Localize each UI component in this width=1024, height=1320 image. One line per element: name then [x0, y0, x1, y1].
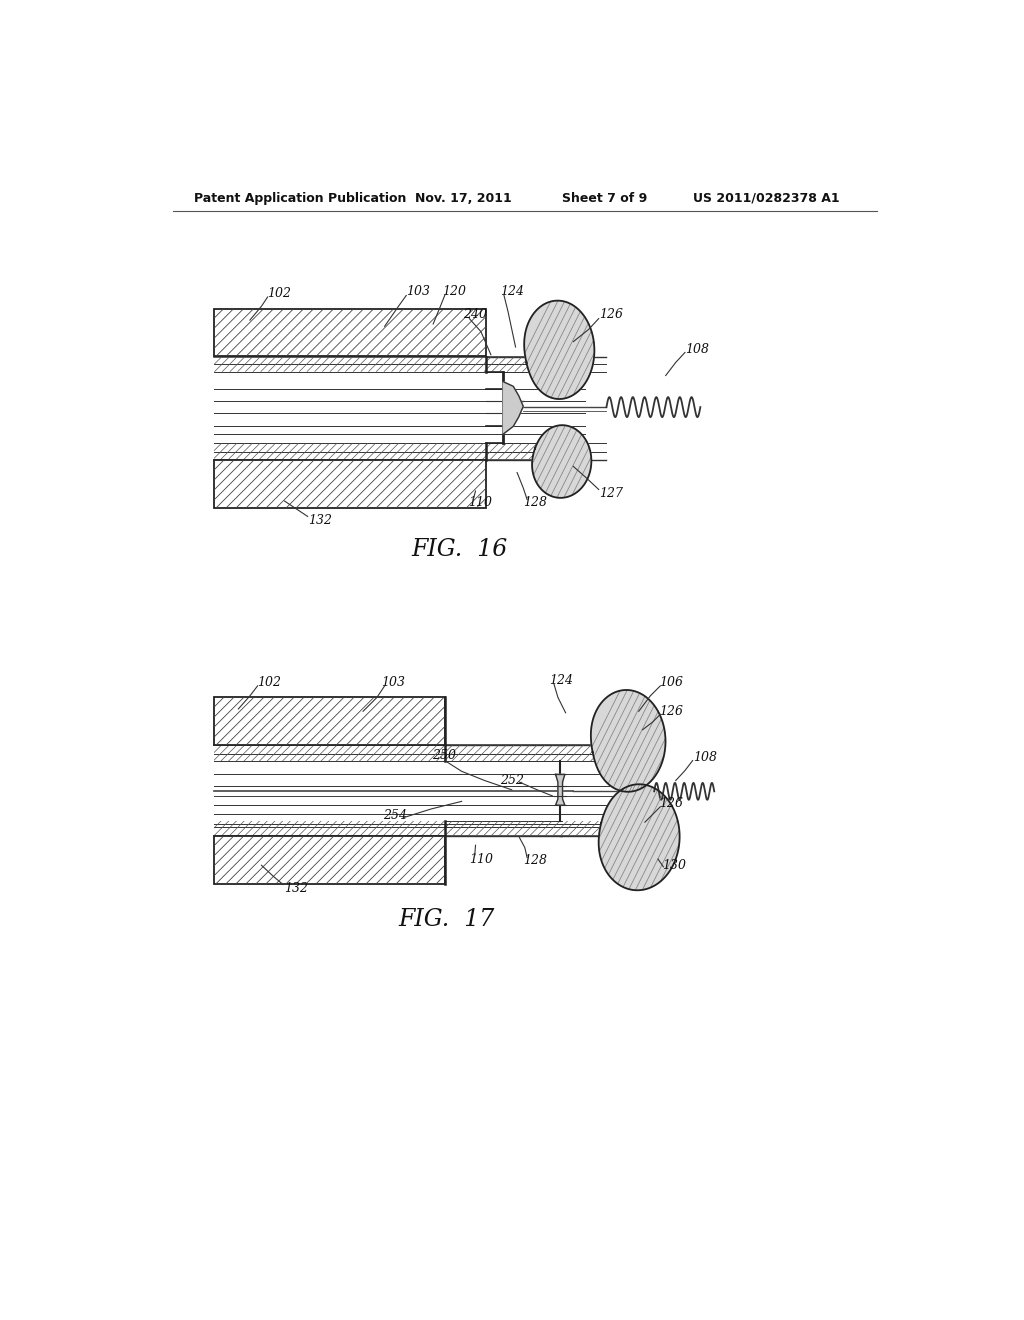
- Text: 108: 108: [692, 751, 717, 764]
- Polygon shape: [524, 301, 594, 399]
- Text: 108: 108: [685, 343, 709, 356]
- Text: US 2011/0282378 A1: US 2011/0282378 A1: [692, 191, 840, 205]
- Polygon shape: [532, 425, 592, 498]
- Text: 126: 126: [658, 705, 683, 718]
- Text: 110: 110: [468, 496, 492, 510]
- Text: 103: 103: [407, 285, 430, 298]
- Text: FIG.  17: FIG. 17: [398, 908, 495, 931]
- Text: 102: 102: [267, 286, 292, 300]
- Text: 103: 103: [381, 676, 404, 689]
- Text: FIG.  16: FIG. 16: [412, 539, 508, 561]
- Polygon shape: [503, 381, 523, 434]
- Text: 106: 106: [658, 676, 683, 689]
- Bar: [214, 697, 444, 744]
- Bar: [214, 836, 444, 884]
- Text: 127: 127: [599, 487, 623, 500]
- Text: 128: 128: [523, 854, 547, 867]
- Text: 126: 126: [599, 308, 623, 321]
- Polygon shape: [599, 784, 680, 890]
- Text: Patent Application Publication: Patent Application Publication: [194, 191, 407, 205]
- Text: 252: 252: [500, 774, 524, 787]
- Text: 126: 126: [658, 797, 683, 810]
- Text: 240: 240: [463, 308, 487, 321]
- Text: 132: 132: [307, 513, 332, 527]
- Bar: [214, 309, 486, 356]
- Text: 130: 130: [662, 859, 686, 871]
- Text: 102: 102: [258, 676, 282, 689]
- Text: 124: 124: [500, 285, 524, 298]
- Text: 110: 110: [469, 853, 494, 866]
- Text: 128: 128: [523, 496, 547, 510]
- Text: 132: 132: [285, 882, 308, 895]
- Text: Sheet 7 of 9: Sheet 7 of 9: [562, 191, 647, 205]
- Text: Nov. 17, 2011: Nov. 17, 2011: [416, 191, 512, 205]
- Text: 250: 250: [432, 750, 457, 763]
- Polygon shape: [591, 690, 666, 792]
- Bar: [214, 461, 486, 508]
- Text: 120: 120: [442, 285, 466, 298]
- Text: 124: 124: [549, 675, 572, 686]
- Polygon shape: [556, 775, 565, 805]
- Text: 254: 254: [383, 809, 408, 822]
